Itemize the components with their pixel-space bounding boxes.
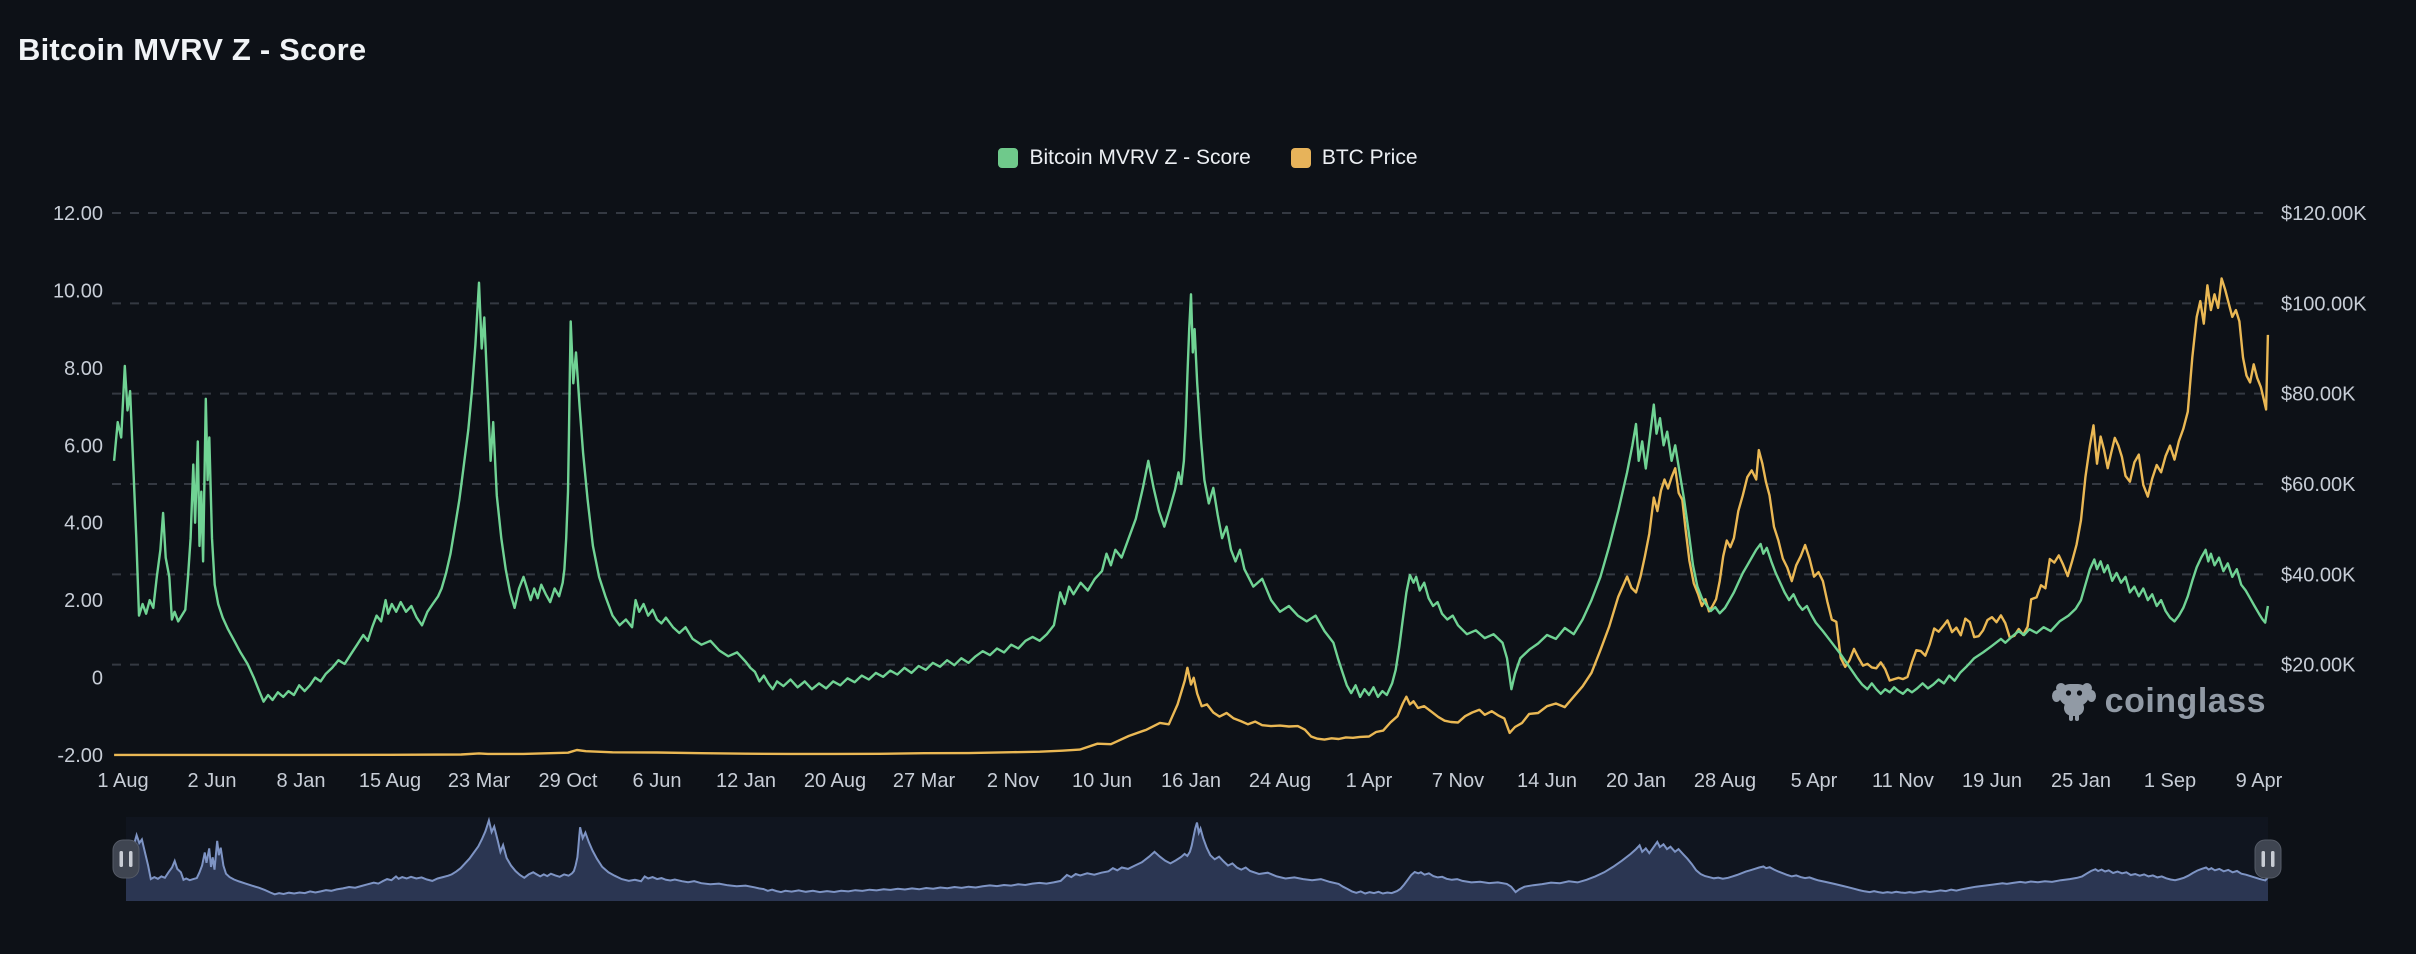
y-axis-label-left: 4.00: [64, 513, 103, 535]
legend: Bitcoin MVRV Z - Score BTC Price: [0, 146, 2416, 170]
pause-bars-icon: [2271, 851, 2275, 867]
legend-label: Bitcoin MVRV Z - Score: [1029, 146, 1251, 169]
y-axis-label-right: $40.00K: [2281, 564, 2356, 586]
x-axis-label: 6 Jun: [633, 770, 682, 792]
x-axis-label: 12 Jan: [716, 770, 776, 792]
pause-bars-icon: [119, 851, 123, 867]
y-axis-label-right: $60.00K: [2281, 474, 2356, 496]
page-title: Bitcoin MVRV Z - Score: [18, 32, 367, 67]
pause-bars-icon: [2261, 851, 2265, 867]
coinglass-watermark: coinglass: [2051, 680, 2266, 722]
watermark-brand-text: coinglass: [2104, 681, 2266, 720]
legend-item-btc-price[interactable]: BTC Price: [1290, 146, 1418, 170]
coinglass-bull-mascot-icon: [2051, 683, 2096, 721]
x-axis-label: 27 Mar: [893, 770, 956, 792]
y-axis-label-left: 6.00: [64, 435, 103, 457]
y-axis-label-right: $120.00K: [2281, 203, 2367, 225]
x-axis-label: 15 Aug: [359, 770, 421, 792]
y-axis-label-right: $80.00K: [2281, 384, 2356, 406]
x-axis-label: 23 Mar: [448, 770, 511, 792]
legend-label: BTC Price: [1321, 146, 1418, 169]
y-axis-label-left: -2.00: [57, 745, 103, 767]
x-axis-label: 1 Aug: [97, 770, 148, 792]
navigator-handle-left[interactable]: [112, 839, 140, 879]
x-axis-label: 1 Sep: [2144, 770, 2196, 792]
x-axis-label: 8 Jan: [277, 770, 326, 792]
x-axis-label: 2 Nov: [987, 770, 1039, 792]
btc-price-line: [114, 277, 2270, 757]
x-axis-label: 24 Aug: [1249, 770, 1311, 792]
y-axis-label-left: 0: [92, 668, 103, 690]
y-axis-label-left: 2.00: [64, 590, 103, 612]
x-axis-label: 19 Jun: [1962, 770, 2022, 792]
pause-bars-icon: [129, 851, 133, 867]
x-axis-label: 7 Nov: [1432, 770, 1484, 792]
x-axis-label: 5 Apr: [1791, 770, 1838, 792]
x-axis-label: 14 Jun: [1517, 770, 1577, 792]
mvrv-zscore-line: [112, 281, 2270, 703]
navigator-line: [125, 816, 2269, 896]
x-axis-label: 16 Jan: [1161, 770, 1221, 792]
y-axis-label-right: $100.00K: [2281, 293, 2367, 315]
x-axis-label: 25 Jan: [2051, 770, 2111, 792]
y-axis-label-left: 8.00: [64, 358, 103, 380]
x-axis-label: 9 Apr: [2236, 770, 2283, 792]
x-axis-label: 2 Jun: [188, 770, 237, 792]
navigator-area[interactable]: [126, 820, 2268, 901]
legend-item-mvrv-zscore[interactable]: Bitcoin MVRV Z - Score: [998, 146, 1251, 170]
x-axis-label: 11 Nov: [1872, 770, 1934, 792]
y-axis-label-right: $20.00K: [2281, 655, 2356, 677]
x-axis-label: 20 Aug: [804, 770, 866, 792]
y-axis-label-left: 12.00: [53, 203, 103, 225]
btc-price-legend-swatch-icon: [1290, 148, 1311, 168]
navigator-handle-right[interactable]: [2254, 839, 2282, 879]
x-axis-label: 28 Aug: [1694, 770, 1756, 792]
x-axis-label: 1 Apr: [1346, 770, 1393, 792]
x-axis-label: 10 Jun: [1072, 770, 1132, 792]
y-axis-label-left: 10.00: [53, 280, 103, 302]
mvrv-legend-swatch-icon: [998, 148, 1019, 168]
x-axis-label: 20 Jan: [1606, 770, 1666, 792]
x-axis-label: 29 Oct: [539, 770, 598, 792]
chart-plot-area[interactable]: [112, 213, 2268, 755]
